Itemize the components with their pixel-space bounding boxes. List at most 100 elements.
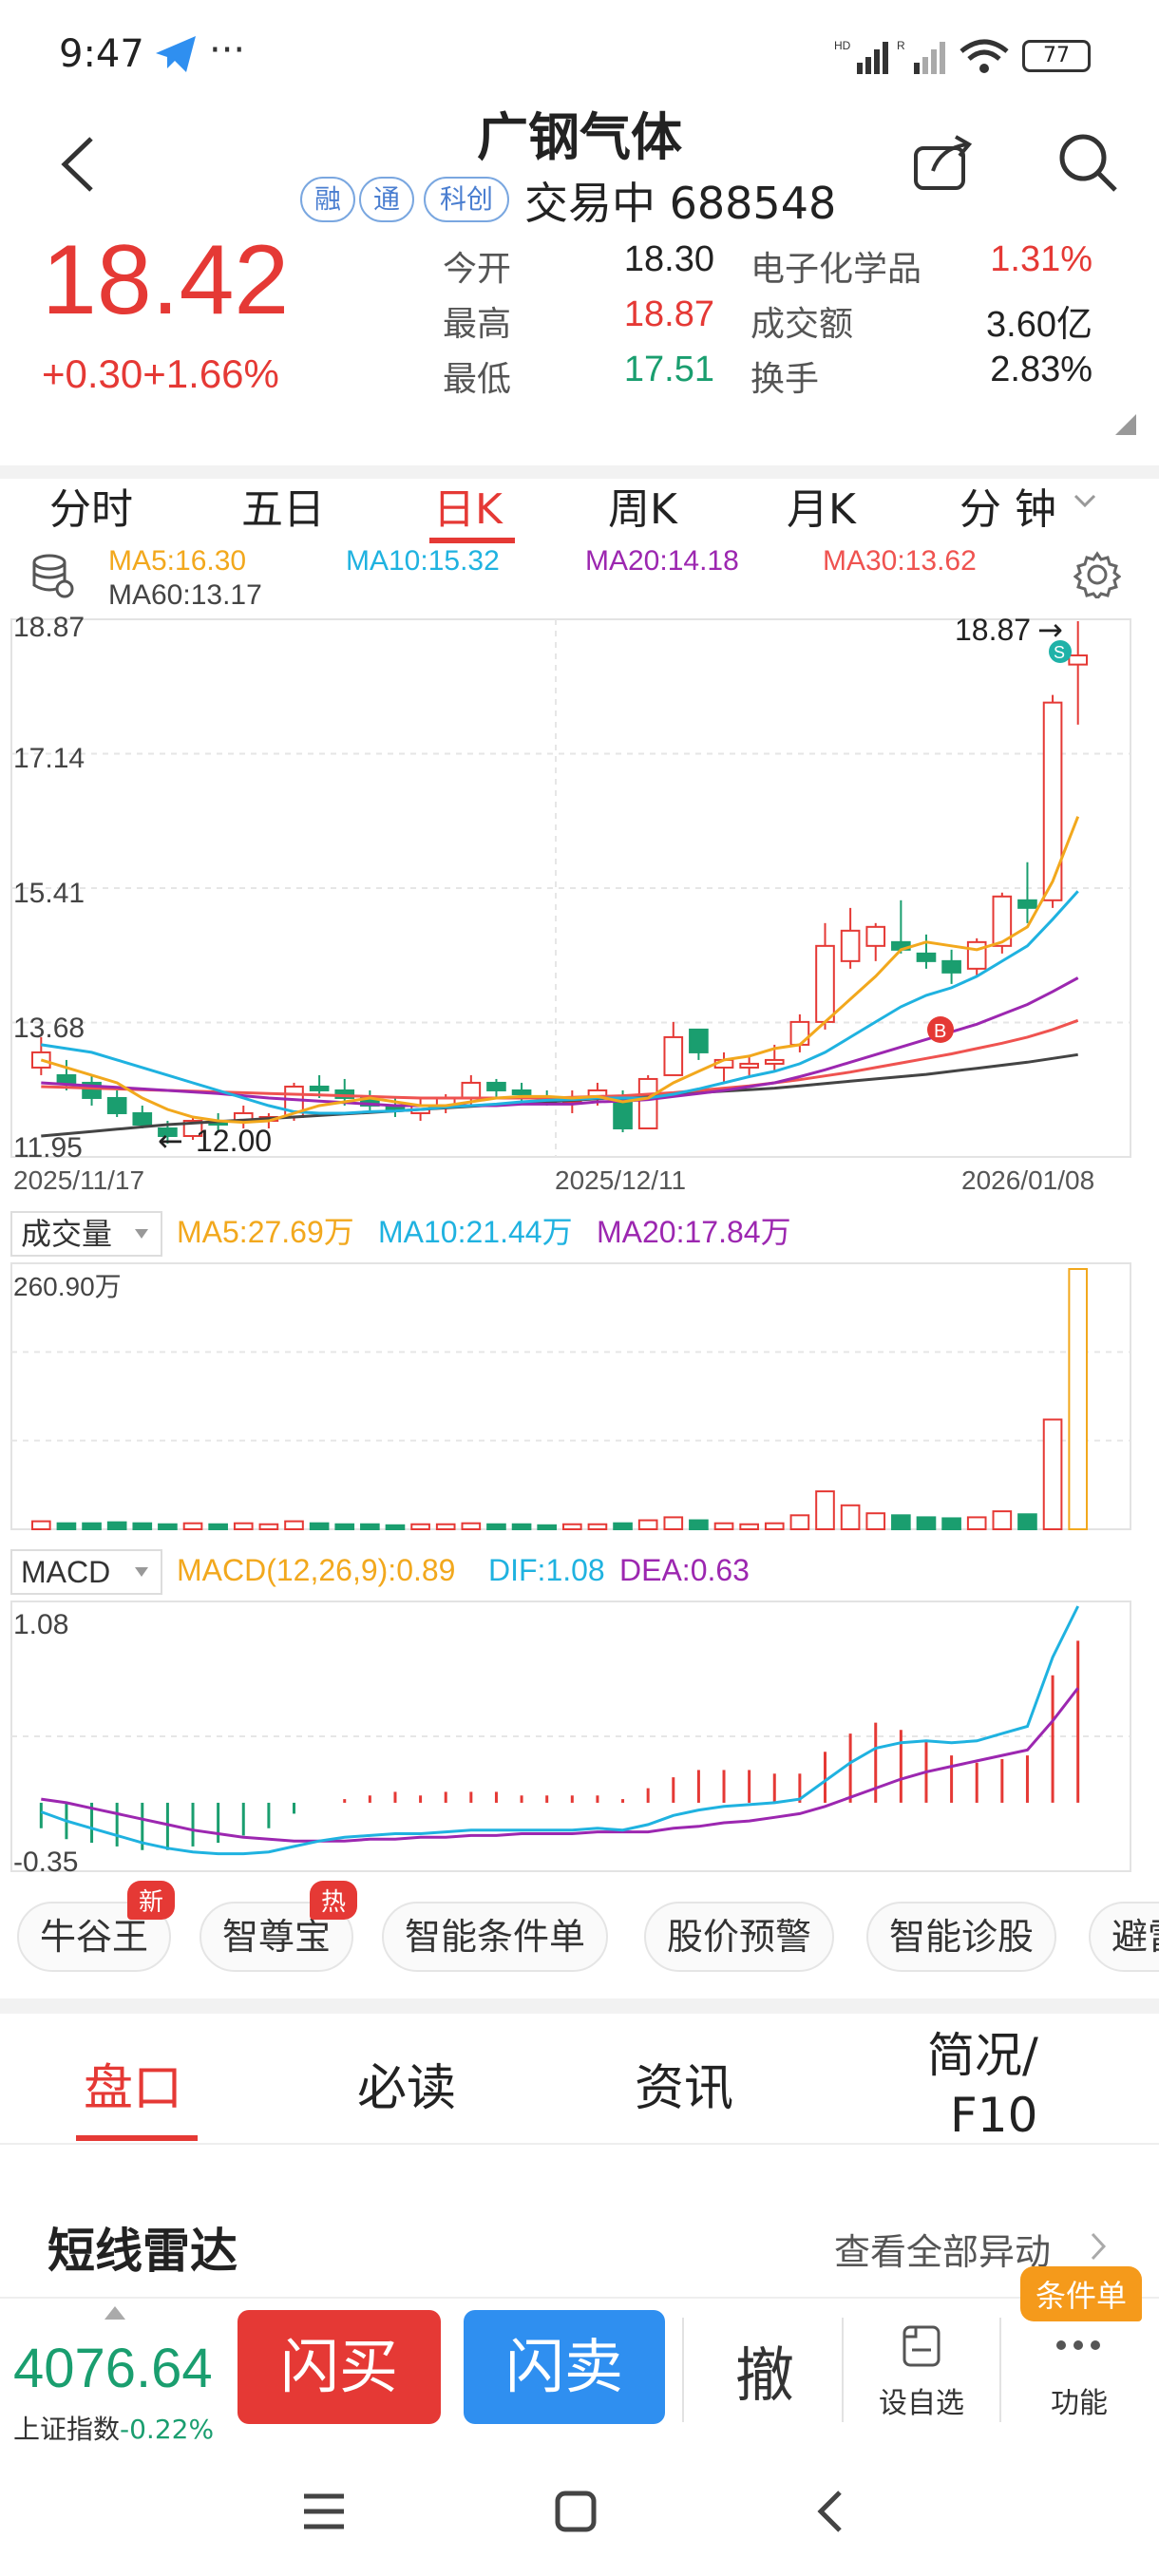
volume-bar [511,1523,532,1531]
add-favorite-icon[interactable] [899,2323,944,2369]
volume-bar [182,1522,203,1530]
tool-avoid-risk[interactable]: 避雷 [1089,1902,1159,1972]
tab-monthly-k[interactable]: 月K [787,485,856,534]
volume-bar [992,1510,1013,1530]
buy-marker-label: B [934,1021,946,1042]
buy-marker-icon[interactable] [927,1016,954,1043]
trade-status: 交易中 688548 [524,178,837,229]
tool-smart-condition-order[interactable]: 智能条件单 [382,1902,609,1972]
tab-five-day[interactable]: 五日 [241,485,325,534]
radar-view-all-link[interactable]: 查看全部异动 [834,2231,1052,2273]
volume-panel-frame [10,1262,1131,1530]
volume-bar [764,1522,785,1530]
conditional-order-badge[interactable]: 条件单 [1020,2266,1143,2321]
volume-bar [1017,1513,1037,1530]
tab-weekly-k[interactable]: 周K [608,485,677,534]
price-tick-label: 15.41 [13,878,85,909]
quick-sell-button[interactable]: 闪卖 [464,2310,665,2424]
chart-tab-bar [0,465,1159,551]
expand-corner-icon[interactable] [1113,412,1138,437]
candle-body [663,1035,684,1076]
tab-profile[interactable]: 简况/ [927,2028,1038,2083]
volume-bar [284,1520,304,1531]
volume-bar [158,1523,178,1531]
chart-grid [10,618,1131,1872]
dif-value: DIF:1.08 [488,1553,605,1587]
label-turnover-rate: 换手 [750,360,820,399]
volume-bars [30,1268,1089,1531]
value-turnover-rate: 2.83% [990,350,1092,389]
status-time: 9:47 [59,32,144,76]
tool-price-alert[interactable]: 股价预警 [644,1902,835,1972]
value-open: 18.30 [623,239,714,279]
function-button[interactable]: 功能 [1051,2387,1108,2420]
candle-body [992,895,1013,947]
back-button[interactable] [57,133,99,205]
value-sector: 1.31% [990,239,1092,279]
ma20-line [41,976,1079,1108]
cancel-order-button[interactable]: 撤 [734,2340,794,2410]
dif-line [40,1605,1080,1856]
share-icon[interactable] [912,133,975,192]
toolbar-separator [682,2318,684,2422]
tab-intraday[interactable]: 分时 [49,485,133,534]
add-favorite-button[interactable]: 设自选 [879,2387,964,2420]
volume-bar [1068,1268,1089,1530]
toolbar-separator [842,2318,844,2422]
value-turnover-amount: 3.60亿 [986,305,1092,345]
database-icon[interactable] [30,553,74,600]
low-annotation: 12.00 [196,1124,272,1158]
volume-selector[interactable] [10,1211,162,1257]
kline-chart[interactable]: 18.87 17.14 15.41 13.68 11.95 2025/11/17… [0,608,1159,1881]
dea-line [41,1687,1079,1843]
volume-bar [410,1523,430,1531]
tab-daily-k[interactable]: 日K [433,485,503,534]
back-nav-icon[interactable] [815,2489,844,2534]
tab-news[interactable]: 资讯 [635,2060,734,2117]
tag-connect[interactable]: 通 [359,177,414,222]
price-tick-label: 11.95 [13,1132,83,1164]
label-open: 今开 [443,250,512,289]
price-tick-label: 17.14 [13,743,85,774]
tab-divider [0,2143,1159,2145]
legend-ma5: MA5:16.30 [108,545,247,577]
volume-bar [360,1523,380,1531]
candle-body [941,959,961,974]
volume-bar [613,1522,633,1530]
settings-gear-icon[interactable] [1074,551,1121,598]
active-tab-indicator [429,538,515,543]
candle-body [106,1096,127,1114]
more-notifications-icon: ··· [209,28,246,72]
ma5-line [40,816,1080,1125]
volume-bar [891,1514,911,1531]
more-dots-icon[interactable] [1054,2339,1102,2352]
tag-star-market[interactable]: 科创 [424,177,509,222]
index-value[interactable]: 4076.64 [13,2338,213,2399]
tab-order-book[interactable]: 盘口 [84,2060,183,2117]
candle-body [461,1081,482,1099]
tab-must-read[interactable]: 必读 [357,2060,457,2117]
index-name-change[interactable]: 上证指数-0.22% [13,2409,214,2447]
sell-marker-icon[interactable] [1049,640,1072,663]
volume-ma20: MA20:17.84万 [597,1215,791,1249]
tab-profile-f10-wrap[interactable]: F10 [950,2088,1064,2139]
macd-selector[interactable] [10,1549,162,1595]
tool-smart-diagnosis[interactable]: 智能诊股 [866,1902,1057,1972]
tag-margin[interactable]: 融 [300,177,355,222]
label-sector[interactable]: 电子化学品 [750,250,922,289]
home-icon[interactable] [555,2491,597,2532]
tab-minute[interactable]: 分 钟 [960,485,1056,534]
macd-tick-label: 1.08 [13,1609,68,1640]
volume-bar [840,1504,861,1530]
quick-buy-button[interactable]: 闪买 [238,2310,441,2424]
candle-body [739,1062,759,1069]
volume-bar [637,1519,658,1530]
search-icon[interactable] [1056,131,1119,194]
tab-f10: F10 [950,2088,1038,2139]
menu-icon[interactable] [302,2492,346,2530]
price-change: +0.30+1.66% [42,351,279,396]
index-name: 上证指数 [13,2414,121,2445]
volume-bar [789,1514,810,1531]
chevron-down-icon [1074,494,1096,508]
date-tick-label: 2026/01/08 [961,1165,1094,1195]
